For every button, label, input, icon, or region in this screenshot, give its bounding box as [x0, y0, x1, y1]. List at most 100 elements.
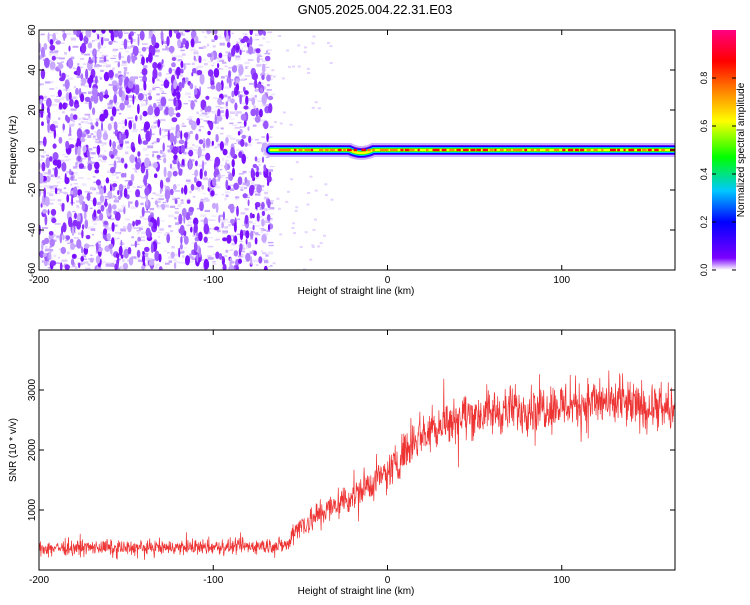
heatmap-cell: [224, 86, 231, 89]
heatmap-cell: [166, 73, 172, 75]
heatmap-cell: [279, 122, 283, 125]
heatmap-cell: [261, 258, 267, 261]
heatmap-cell: [55, 133, 58, 137]
heatmap-cell: [177, 248, 180, 250]
heatmap-cell: [94, 169, 100, 174]
heatmap-cell: [127, 105, 132, 108]
heatmap-cell: [219, 214, 225, 218]
heatmap-signal-cell: [524, 148, 528, 152]
heatmap-cell: [95, 138, 101, 141]
heatmap-cell: [101, 200, 106, 204]
heatmap-cell: [207, 237, 213, 239]
heatmap-cell: [237, 131, 241, 136]
heatmap-cell: [145, 96, 148, 106]
heatmap-cell: [269, 125, 274, 129]
heatmap-cell: [230, 188, 235, 191]
heatmap-signal-cell: [476, 148, 481, 152]
heatmap-cell: [269, 166, 275, 168]
heatmap-cell: [227, 171, 231, 173]
heatmap-cell: [152, 125, 158, 127]
heatmap-cell: [65, 92, 70, 102]
heatmap-cell: [173, 262, 177, 270]
heatmap-cell: [289, 123, 293, 126]
snr-y-axis-label: SNR (10 * v/v): [8, 418, 19, 482]
heatmap-cell: [49, 53, 53, 56]
heatmap-cell: [49, 202, 54, 205]
heatmap-cell: [72, 120, 75, 123]
heatmap-cell: [130, 206, 136, 209]
heatmap-signal-cell: [628, 148, 635, 152]
heatmap-cell: [175, 106, 178, 111]
heatmap-signal-cell: [562, 148, 566, 152]
heatmap-cell: [178, 59, 182, 61]
heatmap-cell: [49, 246, 52, 248]
heatmap-cell: [174, 197, 180, 200]
heatmap-cell: [141, 231, 147, 235]
y-tick-label: 60: [27, 24, 38, 36]
heatmap-cell: [180, 201, 184, 204]
heatmap-signal-cell: [617, 148, 620, 152]
heatmap-cell: [107, 102, 113, 106]
heatmap-cell: [90, 50, 93, 54]
heatmap-cell: [221, 193, 224, 196]
heatmap-cell: [127, 117, 133, 119]
heatmap-cell: [259, 87, 264, 93]
heatmap-cell: [251, 39, 257, 41]
heatmap-cell: [137, 35, 140, 46]
heatmap-cell: [242, 35, 249, 42]
heatmap-cell: [49, 217, 53, 220]
heatmap-cell: [75, 87, 79, 96]
heatmap-cell: [227, 163, 230, 165]
heatmap-cell: [231, 90, 235, 98]
heatmap-cell: [293, 232, 297, 235]
heatmap-cell: [254, 138, 260, 141]
heatmap-cell: [142, 147, 148, 151]
heatmap-cell: [217, 229, 221, 233]
heatmap-cell: [172, 146, 178, 155]
heatmap-cell: [309, 258, 313, 261]
heatmap-cell: [226, 41, 231, 48]
heatmap-cell: [90, 125, 95, 130]
heatmap-cell: [216, 126, 219, 129]
heatmap-cell: [73, 30, 78, 35]
heatmap-cell: [231, 254, 235, 256]
heatmap-signal-cell: [278, 148, 284, 152]
heatmap-cell: [77, 177, 84, 179]
heatmap-cell: [245, 252, 251, 262]
heatmap-cell: [113, 109, 120, 112]
heatmap-cell: [253, 105, 256, 108]
heatmap-cell: [46, 119, 50, 124]
heatmap-cell: [138, 195, 142, 198]
heatmap-cell: [133, 76, 138, 80]
heatmap-cell: [156, 216, 160, 227]
heatmap-cell: [68, 45, 71, 52]
heatmap-cell: [118, 87, 123, 98]
heatmap-cell: [116, 161, 121, 163]
heatmap-cell: [239, 94, 242, 105]
heatmap-cell: [74, 186, 80, 188]
heatmap-cell: [196, 232, 199, 237]
heatmap-cell: [96, 209, 102, 214]
heatmap-cell: [132, 220, 136, 227]
heatmap-cell: [177, 55, 183, 58]
heatmap-cell: [139, 30, 145, 41]
heatmap-cell: [156, 154, 161, 159]
heatmap-cell: [195, 178, 199, 182]
heatmap-cell: [180, 144, 185, 154]
heatmap-cell: [185, 147, 189, 150]
heatmap-cell: [200, 219, 205, 222]
chart-title: GN05.2025.004.22.31.E03: [298, 2, 453, 17]
heatmap-cell: [226, 39, 230, 42]
heatmap-cell: [168, 214, 174, 218]
heatmap-cell: [183, 132, 189, 139]
heatmap-cell: [123, 206, 126, 215]
heatmap-cell: [184, 30, 191, 33]
heatmap-cell: [69, 98, 74, 107]
heatmap-cell: [151, 142, 154, 145]
heatmap-cell: [66, 75, 69, 77]
heatmap-cell: [186, 199, 191, 204]
heatmap-cell: [189, 261, 194, 263]
heatmap-cell: [134, 243, 140, 245]
heatmap-cell: [198, 139, 204, 145]
heatmap-cell: [84, 102, 90, 104]
